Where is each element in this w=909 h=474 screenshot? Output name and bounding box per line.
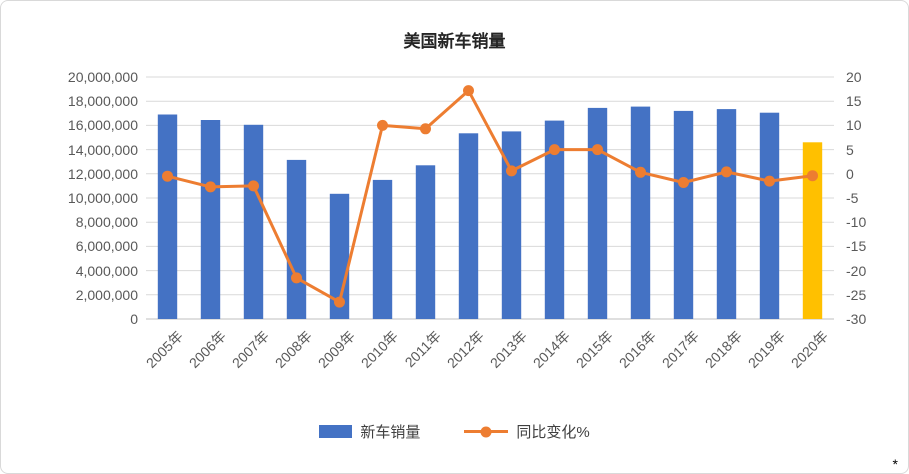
y-left-tick-label: 12,000,000 [67,165,138,182]
y-left-tick-label: 16,000,000 [67,117,138,134]
bar-2010年 [372,179,393,319]
y-left-tick-label: 14,000,000 [67,141,138,158]
yoy-marker-2015年 [592,144,603,156]
yoy-marker-2012年 [463,85,474,97]
yoy-marker-2009年 [334,296,345,308]
bar-2008年 [286,159,307,319]
bar-2018年 [716,109,737,319]
y-left-tick-label: 10,000,000 [67,190,138,206]
y-left-tick-label: 18,000,000 [67,93,138,110]
y-right-tick-label: 5 [846,141,854,158]
legend-item-yoy: 同比变化% [464,421,590,442]
bar-2019年 [759,112,780,319]
legend-bar-swatch-icon [319,425,353,438]
y-right-tick-label: 10 [846,117,862,134]
y-left-tick-label: 2,000,000 [75,286,138,303]
bar-2005年 [157,114,178,319]
bar-2011年 [415,165,436,319]
yoy-marker-2007年 [248,180,259,192]
bar-2006年 [200,120,221,319]
y-right-tick-label: 20 [846,69,862,85]
y-right-tick-label: -5 [846,190,859,206]
y-right-tick-label: 15 [846,93,862,110]
y-right-tick-label: -10 [846,214,867,231]
yoy-marker-2005年 [162,170,173,182]
y-right-tick-label: 0 [846,165,854,182]
y-left-tick-label: 0 [130,311,138,327]
yoy-marker-2018年 [721,166,732,178]
yoy-marker-2014年 [549,144,560,156]
legend-line-marker-icon [464,426,509,437]
chart-title: 美国新车销量 [403,32,506,51]
yoy-marker-2020年 [807,170,818,182]
bar-2017年 [673,110,694,320]
y-left-tick-label: 6,000,000 [75,238,138,255]
bar-2014年 [544,120,565,319]
yoy-marker-2011年 [420,123,431,135]
y-left-tick-label: 8,000,000 [75,214,138,231]
bar-2015年 [587,107,608,320]
yoy-marker-2017年 [678,177,689,188]
y-right-tick-label: -20 [846,262,867,279]
y-left-tick-label: 4,000,000 [75,262,138,279]
yoy-marker-2019年 [764,175,775,187]
yoy-marker-2010年 [377,119,388,131]
bar-2012年 [458,133,479,319]
legend-item-sales: 新车销量 [319,421,420,442]
y-right-tick-label: -30 [846,311,867,327]
yoy-marker-2006年 [205,181,216,193]
yoy-marker-2013年 [506,165,517,177]
legend-label-sales: 新车销量 [360,424,421,441]
bar-2007年 [243,124,264,319]
corner-mark: * [892,456,898,472]
y-left-tick-label: 20,000,000 [67,69,138,85]
yoy-marker-2016年 [635,166,646,178]
bar-2020年 [802,142,823,319]
plot-area [146,76,834,320]
legend-marker-dot-icon [480,426,492,437]
yoy-marker-2008年 [291,272,302,284]
bar-2016年 [630,106,651,319]
bar-2013年 [501,131,522,319]
yoy-line [166,89,814,304]
legend-label-yoy: 同比变化% [516,424,590,441]
y-right-tick-label: -15 [846,238,867,255]
legend: 新车销量 同比变化% [1,421,908,442]
y-right-tick-label: -25 [846,286,867,303]
